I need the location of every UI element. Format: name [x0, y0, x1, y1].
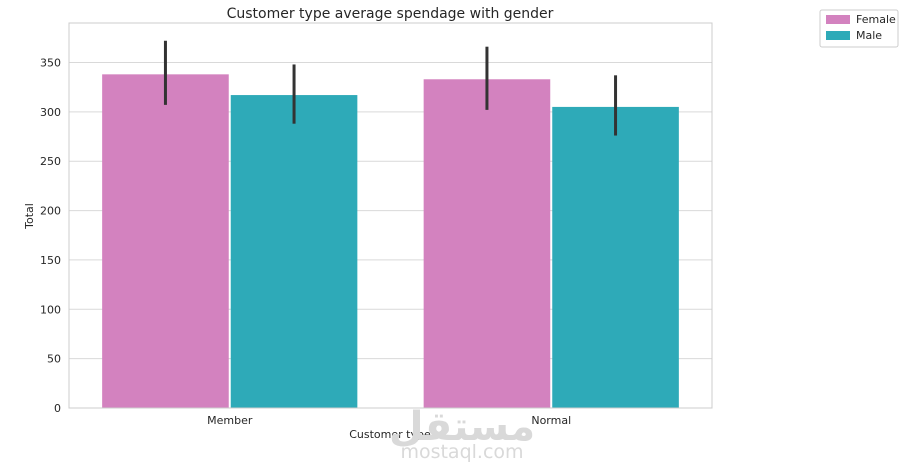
- y-axis-label: Total: [23, 203, 36, 230]
- x-tick-label-normal: Normal: [531, 414, 571, 427]
- y-axis: 0 50 100 150 200 250 300 350: [40, 56, 61, 415]
- x-axis: Member Normal: [207, 414, 571, 427]
- y-tick-label-200: 200: [40, 205, 61, 218]
- y-tick-label-250: 250: [40, 155, 61, 168]
- x-axis-label: Customer type: [349, 428, 431, 441]
- bar-member-female: [102, 74, 229, 408]
- legend-label-female: Female: [856, 13, 896, 26]
- legend-entries: Female Male: [826, 13, 896, 42]
- watermark-latin: mostaql.com: [400, 441, 523, 463]
- plot-frame: [68, 22, 713, 409]
- y-tick-label-100: 100: [40, 303, 61, 316]
- y-tick-label-300: 300: [40, 106, 61, 119]
- y-tick-label-150: 150: [40, 254, 61, 267]
- legend-label-male: Male: [856, 29, 882, 42]
- watermark-arabic: مستقل: [389, 404, 535, 450]
- x-tick-label-member: Member: [207, 414, 253, 427]
- y-tick-label-350: 350: [40, 56, 61, 69]
- error-bars: [163, 40, 618, 136]
- bar-normal-female: [423, 79, 551, 409]
- bar-member-male: [230, 95, 358, 409]
- y-tick-label-0: 0: [54, 402, 61, 415]
- y-tick-label-50: 50: [47, 353, 61, 366]
- bars: [102, 74, 679, 409]
- bar-normal-male: [552, 106, 679, 409]
- legend: Female Male: [819, 9, 899, 48]
- chart-title: Customer type average spendage with gend…: [227, 6, 554, 22]
- watermark: مستقل mostaql.com: [389, 404, 535, 463]
- legend-swatch-female: [826, 15, 850, 24]
- legend-swatch-male: [826, 31, 850, 40]
